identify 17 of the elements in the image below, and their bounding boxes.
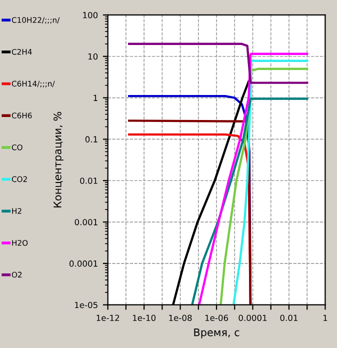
y-tick-label: 0.01 (80, 178, 98, 184)
y-tick-label: 0.1 (85, 136, 98, 142)
y-tick-label: 10 (88, 53, 98, 60)
y-tick-label: 0.001 (74, 219, 98, 226)
y-tick-label: 0.0001 (70, 260, 98, 267)
y-tick-label: 1e-05 (74, 302, 98, 308)
x-tick-label: 1 (323, 314, 328, 321)
x-tick-label: 1e-12 (96, 314, 120, 322)
x-axis-title: Время, с (194, 328, 240, 338)
x-tick-label: 0.01 (280, 314, 298, 322)
x-tick-label: 1e-06 (205, 314, 228, 322)
x-tick-label: 1e-10 (132, 314, 156, 322)
y-tick-label: 100 (83, 12, 98, 18)
x-tick-label: 1e-08 (169, 314, 192, 322)
y-axis-title: Концентрации, % (54, 112, 64, 208)
x-tick-label: 0.0001 (238, 314, 267, 322)
y-tick-label: 1 (94, 94, 98, 101)
